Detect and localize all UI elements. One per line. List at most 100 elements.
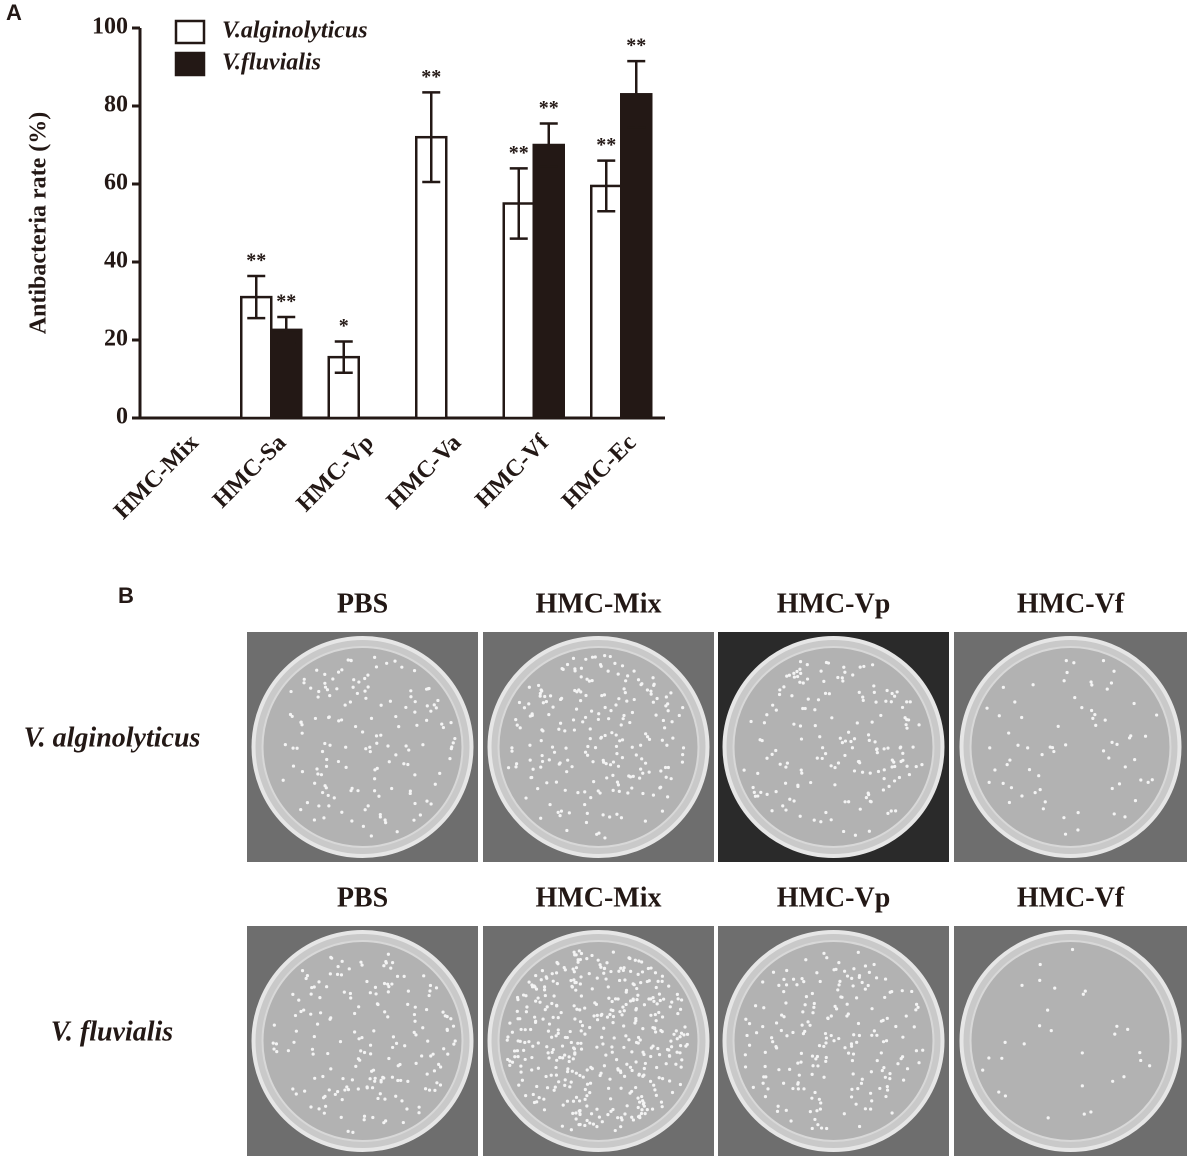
colony [399,1078,403,1083]
colony [813,1117,817,1122]
colony [413,773,417,777]
colony [603,653,607,658]
colony [837,1036,841,1041]
colony [777,692,782,697]
colony [649,689,653,693]
colony [631,774,635,778]
colony [1005,763,1009,767]
colony [667,1054,672,1058]
colony [291,992,295,996]
colony [1046,1116,1050,1120]
colony [595,832,599,836]
colony [315,767,319,771]
colony [1065,670,1069,675]
colony [510,749,514,753]
colony [281,778,285,782]
colony [1112,669,1116,673]
colony [1027,768,1032,772]
colony [639,743,643,747]
colony [539,978,543,982]
colony [1089,708,1094,713]
colony [869,1070,873,1074]
colony [621,1005,625,1009]
colony [811,1064,815,1068]
colony [350,1078,354,1082]
colony [390,961,395,965]
column-label: HMC-Vf [1017,588,1125,619]
colony [801,706,805,711]
colony [517,700,522,705]
colony [361,824,365,828]
colony [332,796,336,800]
colony [579,951,584,956]
colony [369,1052,373,1056]
colony [648,1079,653,1083]
colony [882,747,886,751]
colony [373,1079,377,1083]
colony [914,1008,918,1012]
colony [336,670,341,674]
colony [670,1000,674,1004]
colony [406,1079,410,1083]
colony [595,1013,599,1017]
colony [541,1017,545,1021]
colony [763,1095,768,1099]
colony [434,706,438,710]
colony [829,1033,833,1038]
colony [621,717,625,721]
colony [569,1080,573,1084]
colony [611,788,615,792]
colony [1048,745,1052,749]
colony [815,756,819,760]
colony [326,793,330,798]
colony [292,1040,296,1044]
colony [763,1050,767,1054]
colony [569,1040,573,1045]
colony [851,984,855,988]
colony [855,721,859,725]
colony [377,794,381,798]
colony [614,703,618,707]
colony [997,1090,1001,1094]
colony [860,1077,864,1081]
colony [391,1045,395,1050]
colony [638,1038,642,1042]
colony [1091,716,1095,721]
colony [799,671,803,675]
colony [579,675,583,679]
colony [519,1070,523,1074]
colony [824,1055,828,1060]
colony [585,1104,589,1108]
colony [670,1090,675,1095]
colony [795,669,799,674]
colony [300,969,305,973]
colony [642,1003,647,1007]
colony [586,744,590,749]
colony [598,663,603,667]
colony [808,1023,812,1027]
colony [317,1107,321,1111]
colony [1072,661,1076,665]
colony [675,1050,679,1054]
colony [318,996,322,1000]
colony [857,973,862,978]
colony [372,1029,376,1033]
colony [583,790,587,794]
colony [905,726,909,730]
colony [534,999,538,1003]
colony [625,1062,629,1066]
colony [660,979,664,983]
colony [283,742,287,747]
colony [762,1006,766,1010]
colony [427,993,431,998]
colony [373,777,377,781]
colony [1007,800,1012,805]
colony [851,1072,855,1076]
colony [558,813,562,818]
colony [404,744,408,748]
colony [896,1062,900,1066]
colony [571,1099,576,1103]
colony [885,1016,889,1020]
colony [387,985,391,989]
colony [776,1104,780,1108]
